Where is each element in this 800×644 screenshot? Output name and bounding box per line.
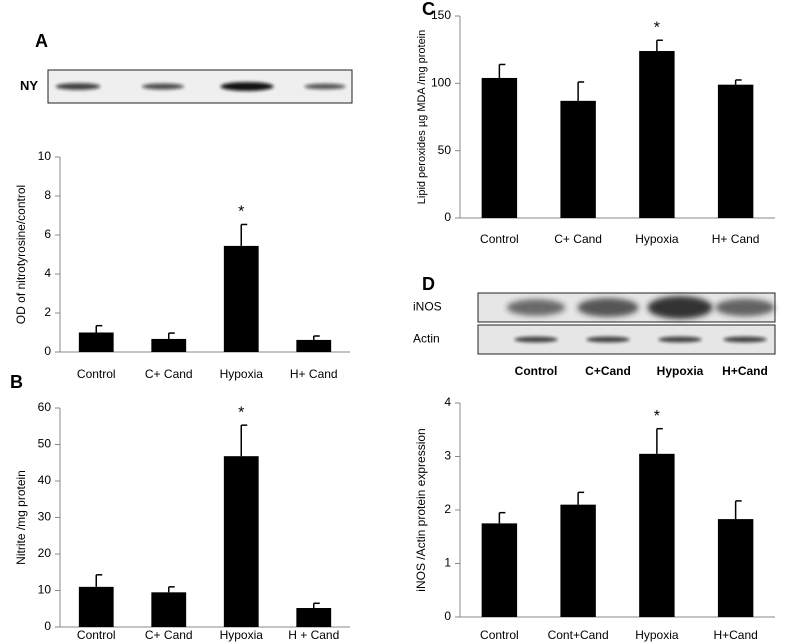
chart-panel: D 0 1 2 3 4 iNOS /Actin protein expression Cont… [413, 274, 776, 642]
blot-band [577, 298, 639, 317]
bar [296, 339, 332, 352]
y-tick-label: 3 [444, 449, 451, 463]
x-tick-label: Cont+Cand [548, 628, 609, 642]
y-tick-label: 150 [431, 8, 451, 22]
x-tick-label: C+ Cand [145, 367, 193, 381]
y-axis-label: Nitrite /mg protein [14, 470, 28, 565]
y-tick-label: 40 [38, 473, 52, 487]
y-tick-label: 4 [44, 266, 51, 280]
panel-label: D [422, 274, 435, 294]
y-axis-label: OD of nitrotyrosine/control [14, 185, 28, 324]
y-tick-label: 2 [44, 305, 51, 319]
blot-row-label: iNOS [413, 300, 442, 314]
x-tick-label: C+ Cand [145, 628, 193, 642]
y-tick-label: 2 [444, 502, 451, 516]
blot-lane-label: Control [515, 364, 558, 378]
bar [639, 51, 675, 218]
bar [481, 523, 518, 617]
chart-panel: B 0 10 20 30 40 50 60 Nitrite /mg protein Control… [10, 372, 350, 642]
blot-band [55, 83, 101, 90]
panel-label: A [35, 31, 48, 51]
blot-lane-label: C+Cand [585, 364, 631, 378]
blot-lane-label: Hypoxia [657, 364, 704, 378]
x-tick-label: Control [480, 628, 519, 642]
x-tick-label: C+ Cand [554, 232, 602, 246]
blot-row-label: Actin [413, 332, 440, 346]
y-tick-label: 1 [444, 556, 451, 570]
x-tick-label: Hypoxia [635, 628, 679, 642]
blot-row-label: NY [20, 78, 38, 93]
blot-band [647, 296, 713, 319]
significance-marker: * [654, 408, 660, 425]
panel-label: C [422, 0, 435, 19]
y-tick-label: 60 [38, 400, 52, 414]
x-tick-label: H+ Cand [290, 367, 338, 381]
x-tick-label: H + Cand [288, 628, 339, 642]
significance-marker: * [238, 204, 244, 221]
y-tick-label: 50 [438, 143, 452, 157]
y-tick-label: 6 [44, 227, 51, 241]
bar [717, 84, 754, 219]
blot-band [715, 298, 775, 317]
y-tick-label: 8 [44, 188, 51, 202]
x-tick-label: Hypoxia [220, 628, 264, 642]
x-tick-label: H+ Cand [712, 232, 760, 246]
x-tick-label: Hypoxia [220, 367, 264, 381]
y-tick-label: 0 [444, 210, 451, 224]
blot-band [586, 336, 630, 343]
y-tick-label: 30 [38, 510, 52, 524]
bar [560, 504, 596, 617]
y-tick-label: 0 [444, 609, 451, 623]
y-tick-label: 50 [38, 437, 52, 451]
x-tick-label: Control [77, 367, 116, 381]
y-tick-label: 10 [38, 583, 52, 597]
x-tick-label: H+Cand [713, 628, 757, 642]
blot-band [506, 299, 566, 316]
bar [296, 608, 332, 627]
y-tick-label: 10 [38, 149, 52, 163]
y-tick-label: 20 [38, 546, 52, 560]
blot-band [304, 83, 346, 90]
y-tick-label: 100 [431, 76, 451, 90]
bar [78, 586, 114, 627]
significance-marker: * [238, 404, 244, 421]
y-tick-label: 0 [44, 344, 51, 358]
significance-marker: * [654, 19, 660, 36]
y-axis-label: iNOS /Actin protein expression [414, 428, 428, 591]
bar [151, 592, 187, 627]
bar [223, 456, 259, 627]
bar [481, 77, 518, 219]
x-tick-label: Control [480, 232, 519, 246]
blot-band [141, 83, 185, 90]
x-tick-label: Control [77, 628, 116, 642]
bar [223, 245, 259, 352]
blot-lane-label: H+Cand [722, 364, 768, 378]
blot-band [658, 336, 702, 343]
bar [78, 332, 114, 352]
x-tick-label: Hypoxia [635, 232, 679, 246]
panel-label: B [10, 372, 23, 392]
bar [639, 453, 675, 617]
blot-band [723, 336, 767, 343]
chart-panel: A 0 2 4 6 8 10 OD of nitrotyrosine/control Contr… [14, 31, 353, 381]
blot-band [220, 82, 274, 91]
bar [717, 519, 754, 617]
y-tick-label: 0 [44, 619, 51, 633]
bar [560, 100, 596, 218]
y-tick-label: 4 [444, 395, 451, 409]
y-axis-label: Lipid peroxides µg MDA /mg protein [416, 30, 428, 204]
blot-band [514, 336, 558, 343]
bar [151, 338, 187, 352]
